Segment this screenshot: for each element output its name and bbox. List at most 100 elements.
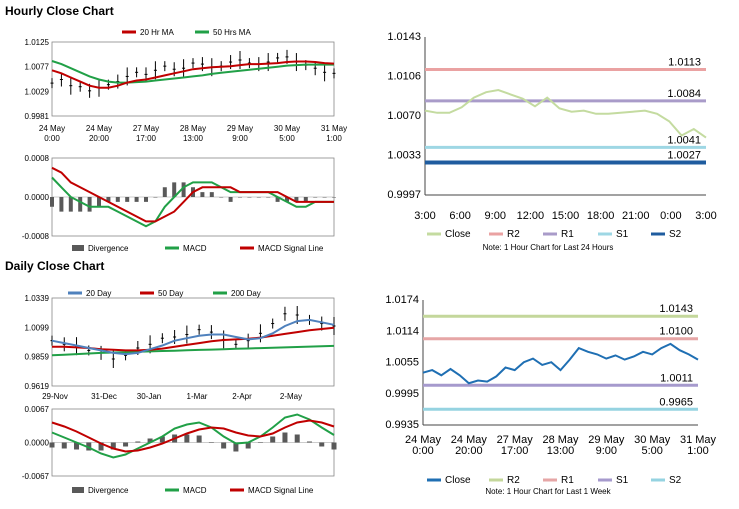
hourly-divergence-bar	[59, 197, 64, 212]
daily-divergence-bar	[61, 442, 67, 449]
daily-x-label: 30-Jan	[137, 392, 161, 401]
hourly-levels-x-label: 6:00	[449, 210, 470, 222]
daily-levels-level-s1-label: 1.0011	[660, 372, 693, 384]
daily-levels-y-tick: 1.0055	[385, 357, 419, 369]
hourly-levels-legend-close-label: Close	[445, 229, 471, 240]
hourly-50hr-ma-line	[51, 60, 334, 84]
hourly-macd-y-tick: -0.0008	[22, 232, 50, 241]
daily-legend-signal-label: MACD Signal Line	[248, 486, 314, 495]
hourly-levels-y-tick: 1.0106	[387, 71, 421, 83]
daily-levels-x-label-time: 17:00	[501, 445, 529, 457]
hourly-legend-50hr-label: 50 Hrs MA	[213, 28, 251, 37]
hourly-x-label-time: 20:00	[89, 134, 110, 143]
daily-divergence-bar	[221, 442, 227, 449]
hourly-x-label-time: 13:00	[183, 134, 204, 143]
hourly-divergence-bar	[247, 197, 252, 198]
hourly-levels-x-label: 18:00	[587, 210, 615, 222]
hourly-divergence-bar	[219, 197, 224, 198]
daily-macd-y-tick: 0.0067	[25, 405, 50, 414]
hourly-divergence-bar	[125, 197, 130, 202]
daily-levels-y-tick: 1.0114	[386, 325, 419, 337]
daily-legend-50day-label: 50 Day	[158, 289, 183, 298]
hourly-divergence-bar	[228, 197, 233, 202]
daily-legend-200day-label: 200 Day	[231, 289, 261, 298]
daily-divergence-bar	[306, 441, 312, 443]
hourly-divergence-bar	[97, 197, 101, 207]
hourly-price-y-tick: 1.0125	[25, 38, 50, 47]
hourly-levels-x-label: 3:00	[695, 210, 716, 222]
daily-price-y-tick: 0.9859	[25, 353, 50, 362]
daily-divergence-bar	[135, 441, 141, 443]
daily-levels-y-tick: 1.0174	[385, 294, 419, 306]
hourly-divergence-bar	[68, 197, 73, 212]
daily-levels-level-s2-label: 0.9965	[659, 396, 693, 408]
daily-levels-legend-close-label: Close	[445, 475, 471, 486]
daily-200day-line	[51, 344, 335, 357]
hourly-x-label-date: 28 May	[180, 124, 206, 133]
hourly-levels-legend-r1-label: R1	[561, 229, 574, 240]
daily-levels-y-tick: 0.9935	[385, 419, 419, 431]
daily-levels-legend-s1-label: S1	[616, 475, 629, 486]
daily-divergence-bar	[98, 442, 104, 451]
daily-levels-x-label-date: 24 May	[451, 434, 488, 446]
daily-levels-x-label-date: 30 May	[634, 434, 671, 446]
hourly-levels-y-tick: 1.0033	[387, 150, 421, 162]
hourly-divergence-bar	[162, 187, 167, 197]
daily-divergence-bar	[319, 442, 325, 447]
hourly-divergence-bar	[266, 197, 271, 198]
daily-levels-level-r1-label: 1.0100	[659, 326, 693, 338]
daily-divergence-bar	[282, 432, 288, 443]
hourly-20hr-ma-line	[51, 60, 335, 89]
hourly-divergence-bar	[238, 197, 242, 198]
daily-levels-x-label-time: 5:00	[641, 445, 662, 457]
hourly-divergence-bar	[303, 197, 308, 202]
daily-legend-20day-label: 20 Day	[86, 289, 111, 298]
hourly-levels-x-label: 3:00	[414, 210, 435, 222]
hourly-levels-legend-r2-label: R2	[507, 229, 520, 240]
daily-divergence-bar	[147, 438, 153, 443]
hourly-divergence-bar	[106, 197, 111, 202]
hourly-x-label-time: 1:00	[326, 134, 342, 143]
daily-levels-legend-s2-label: S2	[669, 475, 682, 486]
hourly-divergence-bar	[294, 197, 299, 202]
daily-divergence-bar	[159, 436, 165, 443]
daily-macd-line	[51, 413, 335, 459]
hourly-legend-20hr-label: 20 Hr MA	[140, 28, 174, 37]
daily-levels-legend-r1-label: R1	[561, 475, 574, 486]
hourly-levels-legend-s1-label: S1	[616, 229, 629, 240]
daily-levels-y-tick: 0.9995	[385, 388, 419, 400]
hourly-levels-x-label: 0:00	[660, 210, 681, 222]
hourly-divergence-bar	[200, 192, 205, 197]
hourly-macd-signal-line	[51, 166, 334, 223]
hourly-divergence-bar	[313, 197, 318, 198]
daily-divergence-bar	[74, 442, 80, 450]
hourly-levels-y-tick: 1.0143	[387, 31, 421, 43]
hourly-divergence-bar	[78, 197, 83, 212]
daily-section-title: Daily Close Chart	[5, 259, 105, 273]
hourly-price-y-tick: 0.9981	[25, 112, 50, 121]
hourly-divergence-bar	[172, 182, 177, 197]
daily-price-y-tick: 0.9619	[25, 382, 50, 391]
hourly-price-y-tick: 1.0029	[25, 87, 50, 96]
hourly-levels-x-label: 21:00	[622, 210, 650, 222]
daily-legend-macd-label: MACD	[183, 486, 207, 495]
hourly-levels-note: Note: 1 Hour Chart for Last 24 Hours	[483, 243, 614, 252]
hourly-levels-level-r1-label: 1.0084	[667, 88, 701, 100]
daily-macd-signal-line	[51, 419, 335, 453]
daily-levels-close-line	[422, 342, 699, 385]
hourly-divergence-bar	[275, 197, 280, 202]
daily-levels-x-label-date: 27 May	[497, 434, 534, 446]
hourly-legend-divergence-swatch	[72, 245, 84, 251]
daily-divergence-bar	[294, 434, 300, 443]
hourly-divergence-bar	[144, 197, 148, 202]
daily-levels-x-label-date: 31 May	[680, 434, 717, 446]
hourly-divergence-bar	[181, 182, 186, 197]
daily-levels-x-label-time: 13:00	[547, 445, 575, 457]
hourly-x-label-date: 30 May	[274, 124, 300, 133]
daily-levels-x-label-time: 9:00	[596, 445, 617, 457]
daily-divergence-bar	[49, 442, 55, 448]
hourly-divergence-bar	[87, 197, 92, 212]
hourly-divergence-bar	[256, 197, 261, 198]
daily-x-label: 1-Mar	[187, 392, 208, 401]
hourly-divergence-bar	[134, 197, 139, 202]
